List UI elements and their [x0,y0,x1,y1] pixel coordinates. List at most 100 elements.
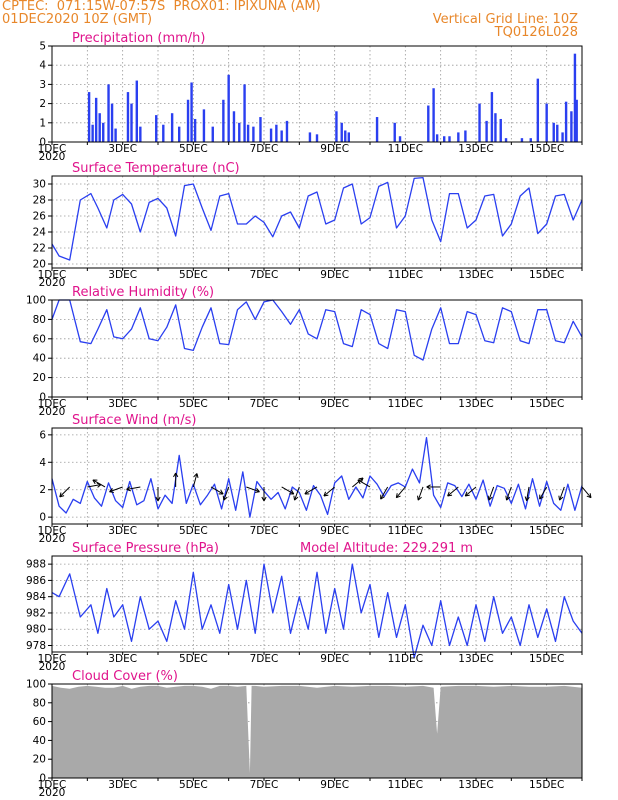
y-tick-label: 100 [26,295,46,307]
x-tick-label: 1DEC [38,269,67,281]
precip-bar [552,122,555,142]
y-tick-label: 24 [33,227,47,239]
precip-bar [432,88,435,142]
precip-bar [520,138,524,142]
panel-title: Precipitation (mm/h) [72,31,205,46]
x-tick-label: 13DEC [458,779,493,791]
panel-precip: 0 1 2 3 4 5 1DEC 3DEC 5DEC 7DEC 9DEC 11DEC 13DEC 15DE… [38,31,583,163]
precip-bar [102,122,105,142]
precip-bar [285,120,289,142]
wind-arrow [524,486,530,502]
cloud-area [52,685,582,778]
panel-pres: 978 980 982 984 986 988 1DEC 3DEC 5DEC 7DEC 9DEC 11… [26,541,583,673]
x-tick-label: 1DEC [38,525,67,537]
y-tick-label: 80 [33,314,46,326]
panel-title: Surface Wind (m/s) [72,413,196,428]
precip-bar [232,111,236,142]
y-tick-label: 22 [33,243,46,255]
y-tick-label: 40 [33,735,46,747]
precip-bar [443,136,446,142]
precip-bar [490,92,494,142]
precip-bar [190,82,193,142]
precip-bar [573,53,577,142]
wind-arrow [281,486,295,495]
precip-bar [494,113,497,142]
y-tick-label: 0 [39,773,46,785]
header-datetime: 01DEC2020 10Z (GMT) [2,12,153,27]
precip-bar [186,99,190,142]
panel-frame [51,555,583,653]
series-line-temp [51,176,583,261]
x-tick-label: 7DEC [250,779,279,791]
x-tick-label: 5DEC [179,269,208,281]
wind-arrow [447,486,459,497]
precip-bar [335,111,338,142]
panel-title: Surface Temperature (nC) [72,161,240,176]
wind-arrow [487,486,495,501]
y-tick-label: 2 [39,98,46,110]
precip-bar [499,118,502,142]
x-tick-label: 5DEC [179,143,208,155]
wind-arrow [59,486,71,498]
x-tick-label: 5DEC [179,525,208,537]
precip-bar [575,99,578,142]
x-tick-label: 7DEC [250,269,279,281]
precip-bar [478,103,481,142]
wind-arrow [357,479,371,488]
precip-bar [170,113,174,142]
panel-cloud: 0 20 40 60 80 100 1DEC 3DEC 5DEC 7DEC 9DEC 11DEC 13D… [26,669,583,799]
wind-arrow [126,486,141,492]
precip-bar [126,92,130,142]
precip-bar [457,132,460,142]
x-tick-label: 1DEC [38,653,67,665]
x-tick-label: 1DEC [38,779,67,791]
x-tick-label: 9DEC [320,269,349,281]
wind-arrow [505,486,512,501]
precip-bar [269,128,273,142]
y-tick-label: 6 [39,429,46,441]
y-tick-label: 982 [26,607,46,619]
precip-bar [375,117,379,142]
precip-bar [94,97,98,142]
precip-bar [545,103,548,142]
x-tick-label: 9DEC [320,779,349,791]
header-title: CPTEC: 071:15W-07:57S PROX01: IPIXUNA (A… [2,0,321,14]
x-tick-label: 7DEC [250,398,279,410]
precip-bar [202,109,206,142]
series-line-rh [51,299,583,361]
y-tick-label: 0 [39,137,46,149]
panel-frame [51,175,583,269]
wind-arrow [222,486,230,501]
x-year-label: 2020 [39,151,66,163]
x-tick-label: 7DEC [250,525,279,537]
y-tick-label: 0 [39,392,46,404]
precip-bar [87,92,91,142]
precip-bar [110,103,114,142]
y-tick-label: 984 [26,591,46,603]
x-year-label: 2020 [39,661,66,673]
x-tick-label: 7DEC [250,653,279,665]
precip-bar [435,134,439,142]
wind-arrow [173,472,179,487]
x-tick-label: 1DEC [38,143,67,155]
x-tick-label: 13DEC [458,525,493,537]
precip-bar [238,122,241,142]
precip-bar [130,103,133,142]
series-line-pres [51,563,583,659]
precip-bar [162,124,165,142]
precip-bar [227,74,230,142]
x-tick-label: 9DEC [320,398,349,410]
x-tick-label: 9DEC [320,525,349,537]
panel-title: Cloud Cover (%) [72,669,178,684]
precip-bar [464,130,467,142]
x-year-label: 2020 [39,787,66,799]
x-tick-label: 5DEC [179,398,208,410]
wind-arrow [192,473,199,488]
y-tick-label: 30 [33,179,46,191]
wind-arrow [92,479,106,488]
precip-bar [427,105,430,142]
x-tick-label: 13DEC [458,398,493,410]
precip-bar [315,134,319,142]
panel-frame [51,299,583,398]
